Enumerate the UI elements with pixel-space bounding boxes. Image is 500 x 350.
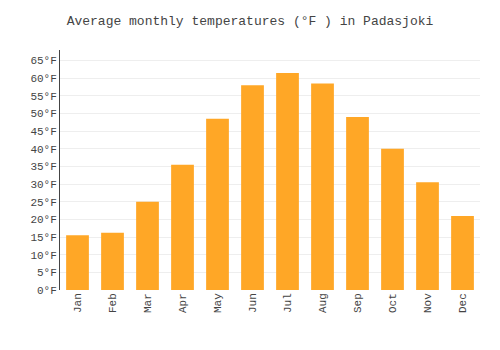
- svg-text:Mar: Mar: [142, 293, 154, 313]
- svg-text:Jan: Jan: [72, 293, 84, 313]
- svg-text:15°F: 15°F: [30, 232, 56, 244]
- svg-text:May: May: [212, 293, 224, 313]
- svg-text:30°F: 30°F: [30, 179, 56, 191]
- svg-text:Dec: Dec: [457, 293, 469, 313]
- svg-text:55°F: 55°F: [30, 91, 56, 103]
- svg-text:0°F: 0°F: [37, 285, 57, 297]
- svg-text:Sep: Sep: [352, 293, 364, 313]
- svg-text:25°F: 25°F: [30, 197, 56, 209]
- svg-text:Jun: Jun: [247, 293, 259, 313]
- svg-text:40°F: 40°F: [30, 144, 56, 156]
- svg-text:10°F: 10°F: [30, 250, 56, 262]
- svg-text:65°F: 65°F: [30, 55, 56, 67]
- svg-text:20°F: 20°F: [30, 214, 56, 226]
- svg-text:45°F: 45°F: [30, 126, 56, 138]
- svg-text:Oct: Oct: [387, 293, 399, 313]
- svg-text:Jul: Jul: [282, 293, 294, 313]
- svg-text:60°F: 60°F: [30, 73, 56, 85]
- svg-text:Apr: Apr: [177, 293, 189, 313]
- svg-text:Nov: Nov: [422, 293, 434, 313]
- svg-text:Aug: Aug: [317, 293, 329, 313]
- svg-text:Average monthly temperatures (: Average monthly temperatures (°F ) in Pa…: [67, 14, 434, 29]
- svg-text:Feb: Feb: [107, 293, 119, 313]
- svg-text:50°F: 50°F: [30, 108, 56, 120]
- svg-text:35°F: 35°F: [30, 161, 56, 173]
- svg-text:5°F: 5°F: [37, 267, 57, 279]
